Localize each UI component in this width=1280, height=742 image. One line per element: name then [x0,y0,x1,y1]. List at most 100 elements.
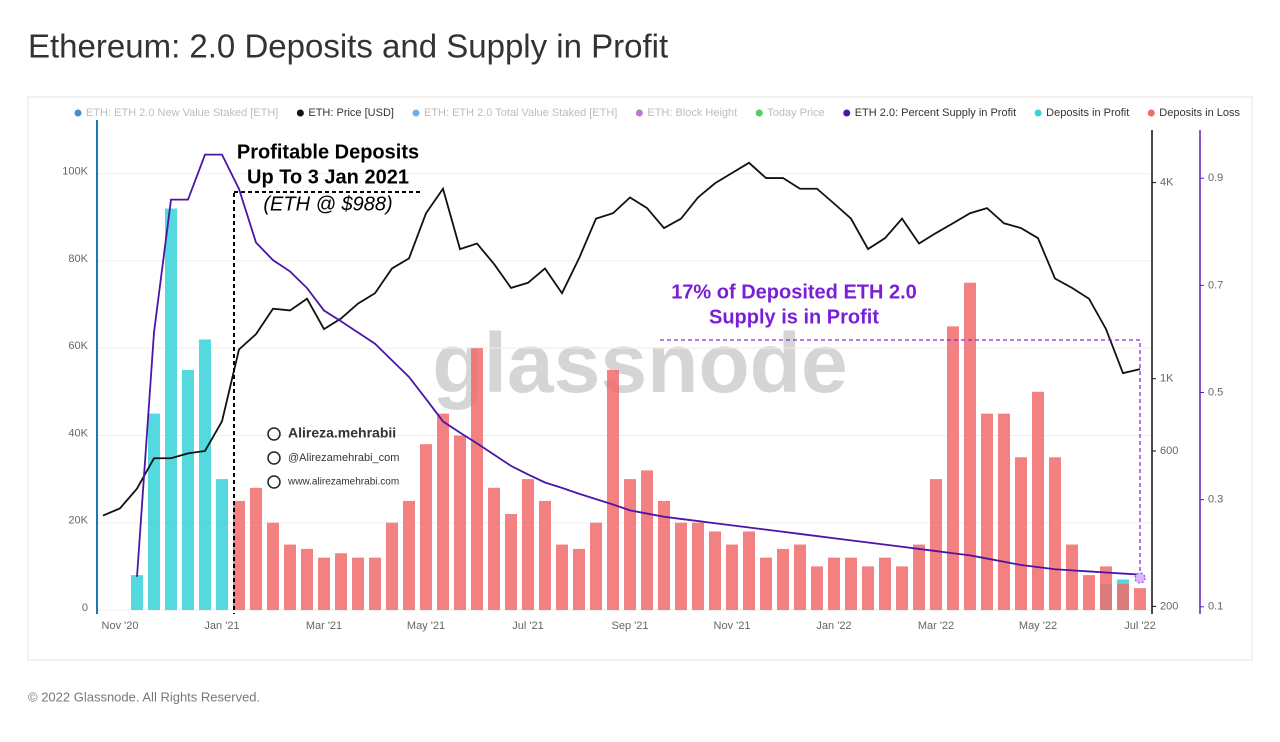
bar [692,522,704,610]
legend-marker [1147,109,1155,117]
bar [1100,566,1112,610]
y2-tick-label: 200 [1160,600,1178,612]
bar [998,413,1010,610]
bar [879,557,891,610]
x-tick-label: Nov '21 [714,620,751,632]
x-tick-label: May '21 [407,620,445,632]
bar [403,500,415,610]
x-tick-label: Sep '21 [612,620,649,632]
x-tick-label: Jan '22 [816,620,851,632]
legend-marker [755,109,763,117]
bar [964,282,976,610]
bar [947,326,959,610]
credit-icon [267,451,281,465]
annotation: Profitable Deposits [237,141,419,163]
legend-label[interactable]: ETH: Block Height [647,107,737,119]
bar [760,557,772,610]
bar [352,557,364,610]
bar [148,413,160,610]
bar [182,370,194,610]
bar [590,522,602,610]
legend-label[interactable]: ETH: Price [USD] [308,107,394,119]
bar [675,522,687,610]
annotation-box [660,339,1141,578]
bar [522,479,534,610]
annotation: (ETH @ $988) [263,193,392,215]
annotation: 17% of Deposited ETH 2.0 [671,281,917,303]
x-tick-label: Jan '21 [204,620,239,632]
bar [1066,544,1078,610]
legend-marker [635,109,643,117]
bar [1049,457,1061,610]
bar [794,544,806,610]
bar [165,208,177,610]
bar [624,479,636,610]
legend-marker [296,109,304,117]
footer: © 2022 Glassnode. All Rights Reserved. [28,689,260,704]
bar [896,566,908,610]
credit-text: www.alirezamehrabi.com [287,477,399,488]
legend-label[interactable]: ETH: ETH 2.0 Total Value Staked [ETH] [424,107,617,119]
bar [1134,588,1146,610]
bar [420,444,432,610]
x-tick-label: Mar '22 [918,620,954,632]
bar [199,339,211,610]
line [136,153,1141,577]
legend-marker [74,109,82,117]
bar [216,479,228,610]
bar [726,544,738,610]
y-tick-label: 60K [68,340,88,352]
bar [386,522,398,610]
bar [301,548,313,610]
legend-label[interactable]: Deposits in Profit [1046,107,1129,119]
y2-tick-label: 600 [1160,445,1178,457]
x-tick-label: Mar '21 [306,620,342,632]
annotation-marker [1134,572,1146,584]
bar [930,479,942,610]
bar [488,487,500,610]
legend-label[interactable]: Today Price [767,107,824,119]
bar [250,487,262,610]
watermark: glassnode [432,316,847,410]
bar [556,544,568,610]
legend-marker [412,109,420,117]
bar [828,557,840,610]
line [102,161,1141,517]
annotation: Up To 3 Jan 2021 [247,166,409,188]
bar [743,531,755,610]
bar [811,566,823,610]
bar [573,548,585,610]
bar [1015,457,1027,610]
legend-label[interactable]: ETH 2.0: Percent Supply in Profit [855,107,1016,119]
credit-text: Alireza.mehrabii [288,425,396,441]
y3-tick-label: 0.7 [1208,279,1223,291]
x-tick-label: Jul '22 [1124,620,1155,632]
bar [777,548,789,610]
bar [1083,575,1095,610]
credit-icon [267,475,281,489]
bar [131,575,143,610]
y-tick-label: 20K [68,515,88,527]
bar [369,557,381,610]
y-tick-label: 40K [68,427,88,439]
legend-label[interactable]: Deposits in Loss [1159,107,1240,119]
y2-tick-label: 4K [1160,176,1174,188]
legend-marker [843,109,851,117]
credit-icon [267,427,281,441]
y-tick-label: 80K [68,253,88,265]
bar [862,566,874,610]
bar [437,413,449,610]
bar [709,531,721,610]
legend-marker [1034,109,1042,117]
bar [607,370,619,610]
y3-tick-label: 0.3 [1208,494,1223,506]
bar [981,413,993,610]
legend-label[interactable]: ETH: ETH 2.0 New Value Staked [ETH] [86,107,278,119]
bar [284,544,296,610]
bar [641,470,653,610]
bar [505,514,517,610]
bar [267,522,279,610]
annotation: Supply is in Profit [709,306,879,328]
y3-tick-label: 0.1 [1208,601,1223,613]
